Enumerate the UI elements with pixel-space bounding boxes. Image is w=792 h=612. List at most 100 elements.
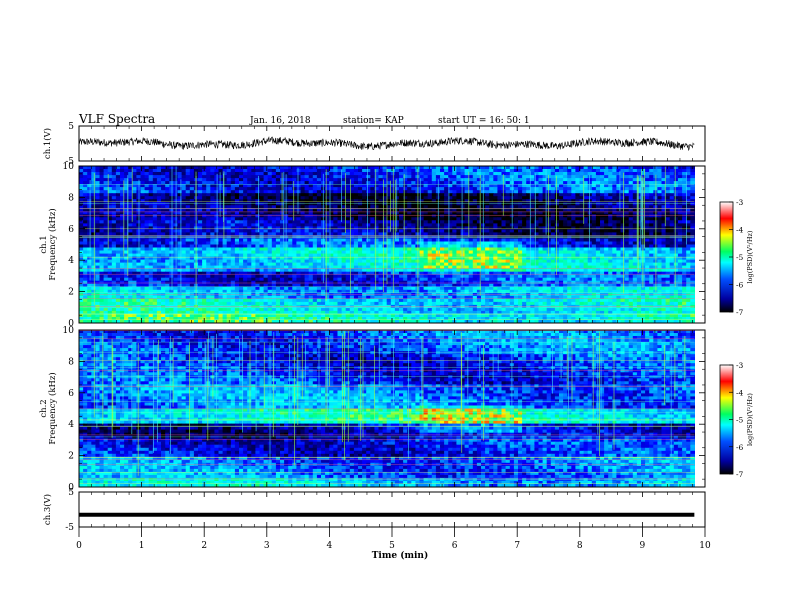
spectrogram-cell <box>177 229 183 233</box>
spectrogram-cell <box>378 232 384 236</box>
spectrogram-cell <box>690 187 695 191</box>
spectrogram-cell <box>358 211 363 215</box>
spectrogram-cell <box>366 187 371 191</box>
spectrogram-cell <box>124 262 129 267</box>
spectrogram-cell <box>230 202 236 206</box>
spectrogram-cell <box>370 250 375 255</box>
spectrogram-cell <box>559 220 564 224</box>
spectrogram-cell <box>628 232 634 236</box>
spectrogram-cell <box>120 187 125 191</box>
spectrogram-cell <box>288 199 293 203</box>
spectrogram-cell <box>115 262 121 267</box>
spectrogram-cell <box>456 241 462 246</box>
spectrogram-cell <box>124 247 129 252</box>
spectrogram-cell <box>107 175 113 179</box>
spectrogram-cell <box>677 244 683 249</box>
spectrogram-cell <box>563 214 568 218</box>
spectrogram-cell <box>247 247 252 252</box>
spectrogram-cell <box>386 175 392 179</box>
spectrogram-cell <box>485 202 490 206</box>
spectrogram-cell <box>378 178 384 182</box>
spectrogram-cell <box>161 184 166 188</box>
spectrogram-cell <box>226 217 232 221</box>
spectrogram-cell <box>620 190 626 194</box>
spectrogram-cell <box>476 211 482 215</box>
spectrogram-cell <box>308 241 314 246</box>
spectrogram-cell <box>374 199 380 203</box>
spectrogram-cell <box>103 232 109 236</box>
spectrogram-cell <box>657 184 663 188</box>
spectrogram-cell <box>600 241 605 246</box>
spectrogram-cell <box>247 256 252 261</box>
spectrogram-cell <box>247 208 252 212</box>
spectrogram-cell <box>132 169 137 173</box>
spectrogram-cell <box>79 226 84 230</box>
spectrogram-cell <box>411 211 416 215</box>
spectrogram-cell <box>452 193 457 197</box>
spectrogram-cell <box>472 202 478 206</box>
spectrogram-cell <box>259 193 265 197</box>
spectrogram-cell <box>608 184 613 188</box>
spectrogram-cell <box>206 247 211 252</box>
spectrogram-cell <box>542 175 548 179</box>
spectrogram-cell <box>308 205 314 209</box>
spectrogram-cell <box>99 208 105 212</box>
spectrogram-cell <box>103 169 109 173</box>
spectrogram-cell <box>161 247 166 252</box>
spectrogram-cell <box>366 166 371 170</box>
spectrogram-cell <box>218 226 224 230</box>
spectrogram-cell <box>600 205 605 209</box>
spectrogram-cell <box>370 187 375 191</box>
spectrogram-cell <box>567 253 572 258</box>
spectrogram-cell <box>444 229 449 233</box>
spectrogram-cell <box>419 187 425 191</box>
spectrogram-cell <box>645 199 650 203</box>
spectrogram-cell <box>148 232 154 236</box>
spectrogram-cell <box>403 217 408 221</box>
spectrogram-cell <box>218 232 224 236</box>
spectrogram-cell <box>144 205 150 209</box>
spectrogram-cell <box>522 178 527 182</box>
spectrogram-cell <box>620 202 626 206</box>
spectrogram-cell <box>267 232 273 236</box>
spectrogram-cell <box>641 259 646 264</box>
spectrogram-cell <box>128 172 133 176</box>
spectrogram-cell <box>575 205 581 209</box>
spectrogram-cell <box>489 184 494 188</box>
spectrogram-cell <box>550 175 556 179</box>
spectrogram-cell <box>444 166 449 170</box>
spectrogram-cell <box>124 217 129 221</box>
spectrogram-cell <box>522 199 527 203</box>
spectrogram-cell <box>559 244 564 249</box>
spectrogram-cell <box>111 250 117 255</box>
spectrogram-cell <box>95 193 101 197</box>
spectrogram-cell <box>218 166 224 170</box>
spectrogram-cell <box>468 253 474 258</box>
spectrogram-cell <box>550 169 556 173</box>
spectrogram-cell <box>411 208 416 212</box>
spectrogram-cell <box>341 223 347 227</box>
spectrogram-cell <box>620 229 626 233</box>
spectrogram-cell <box>329 238 334 243</box>
spectrogram-cell <box>91 262 96 267</box>
spectrogram-cell <box>353 181 359 185</box>
spectrogram-cell <box>316 238 322 243</box>
spectrogram-cell <box>489 217 494 221</box>
spectrogram-cell <box>513 205 519 209</box>
spectrogram-cell <box>690 250 695 255</box>
spectrogram-cell <box>645 259 650 264</box>
spectrogram-cell <box>493 175 498 179</box>
spectrogram-cell <box>624 184 630 188</box>
spectrogram-cell <box>579 193 585 197</box>
spectrogram-cell <box>518 259 523 264</box>
spectrogram-cell <box>161 175 166 179</box>
spectrogram-cell <box>251 193 256 197</box>
spectrogram-cell <box>567 238 572 243</box>
spectrogram-cell <box>210 211 215 215</box>
spectrogram-cell <box>91 250 96 255</box>
spectrogram-cell <box>686 229 691 233</box>
spectrogram-cell <box>612 178 617 182</box>
spectrogram-cell <box>374 256 380 261</box>
spectrogram-cell <box>628 175 634 179</box>
spectrogram-cell <box>280 220 285 224</box>
